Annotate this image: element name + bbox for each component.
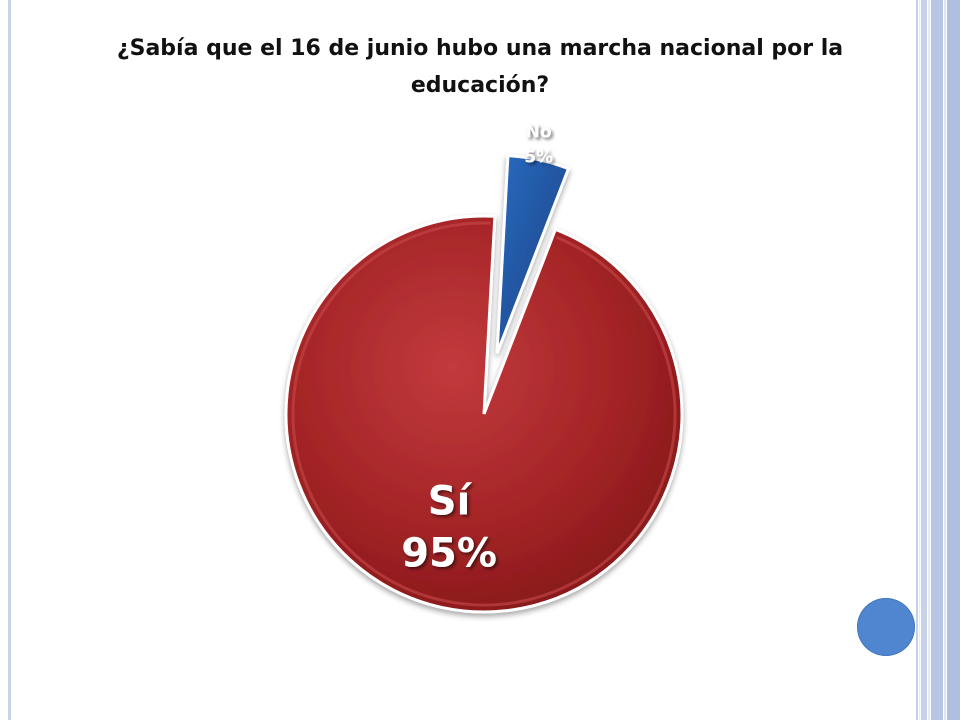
stripe xyxy=(921,0,927,720)
decorative-circle xyxy=(857,598,915,656)
stripe xyxy=(919,0,920,720)
page-title: ¿Sabía que el 16 de junio hubo una march… xyxy=(116,36,844,98)
pie-slice-si xyxy=(284,214,684,614)
stripe xyxy=(947,0,960,720)
pie-slice-no xyxy=(495,154,571,354)
slice-category-label: Sí xyxy=(428,478,473,524)
right-decorative-stripes xyxy=(916,0,960,720)
stripe xyxy=(944,0,946,720)
slice-value-label: 5% xyxy=(524,147,553,167)
slice-value-label: 95% xyxy=(401,530,497,576)
left-border-line xyxy=(8,0,11,720)
slice-category-label: No xyxy=(526,122,552,142)
slice-bevel xyxy=(291,221,677,607)
stripe xyxy=(928,0,930,720)
stripe xyxy=(916,0,918,720)
stripe xyxy=(931,0,943,720)
